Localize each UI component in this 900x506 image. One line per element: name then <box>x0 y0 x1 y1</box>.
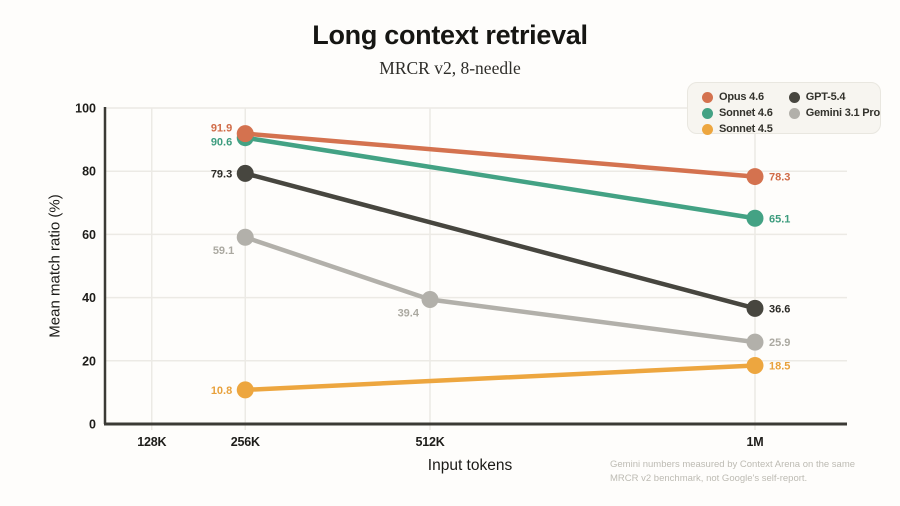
value-label-sonnet-4-5-1m: 18.5 <box>769 361 790 373</box>
series-line-gpt-5-4 <box>242 171 758 311</box>
value-label-gpt-5-4-256k: 79.3 <box>211 168 232 180</box>
data-point-sonnet-4-6-1m <box>746 209 764 227</box>
data-point-gpt-5-4-1m <box>746 299 764 317</box>
value-label-sonnet-4-5-256k: 10.8 <box>211 385 232 397</box>
y-tick-label-0: 0 <box>89 418 96 432</box>
series-line-sonnet-4-5 <box>242 363 758 393</box>
legend-label: Opus 4.6 <box>719 91 764 103</box>
legend-column-0: Opus 4.6 Sonnet 4.6 Sonnet 4.5 <box>702 91 779 135</box>
data-point-opus-4-6-1m <box>746 168 764 186</box>
legend-label: Sonnet 4.6 <box>719 107 773 119</box>
y-tick-label-40: 40 <box>82 291 96 305</box>
value-label-sonnet-4-6-256k: 90.6 <box>211 137 232 149</box>
y-tick-label-60: 60 <box>82 228 96 242</box>
data-point-opus-4-6-256k <box>236 125 254 143</box>
value-label-opus-4-6-256k: 91.9 <box>211 123 232 135</box>
y-tick-label-80: 80 <box>82 165 96 179</box>
x-tick-label-128k: 128K <box>137 435 166 449</box>
data-point-sonnet-4-5-1m <box>746 357 764 375</box>
value-label-gemini-3-1-pro-1m: 25.9 <box>769 337 790 349</box>
legend-column-1: GPT-5.4 Gemini 3.1 Pro <box>788 91 880 125</box>
data-point-gemini-3-1-pro-256k <box>236 228 254 246</box>
legend-swatch-opus-4-6 <box>702 91 713 103</box>
legend-item-opus-4-6: Opus 4.6 <box>702 91 779 103</box>
chart-subtitle: MRCR v2, 8-needle <box>379 58 521 78</box>
value-label-gemini-3-1-pro-256k: 59.1 <box>213 245 234 257</box>
footnote: Gemini numbers measured by Context Arena… <box>610 459 856 484</box>
value-label-gemini-3-1-pro-512k: 39.4 <box>398 307 420 319</box>
value-label-sonnet-4-6-1m: 65.1 <box>769 213 790 225</box>
legend-swatch-gemini-3-1-pro <box>788 107 800 119</box>
legend-label: Gemini 3.1 Pro <box>805 107 880 119</box>
legend: Opus 4.6 Sonnet 4.6 Sonnet 4.5 GPT-5.4 Gemin… <box>687 82 881 135</box>
y-tick-label-100: 100 <box>75 102 96 116</box>
value-label-gpt-5-4-1m: 36.6 <box>769 303 790 315</box>
data-point-gemini-3-1-pro-1m <box>746 333 764 351</box>
x-axis-label: Input tokens <box>427 457 513 474</box>
legend-item-gemini-3-1-pro: Gemini 3.1 Pro <box>788 107 880 119</box>
y-axis-label: Mean match ratio (%) <box>46 194 64 338</box>
data-point-sonnet-4-5-256k <box>236 381 254 399</box>
legend-item-sonnet-4-6: Sonnet 4.6 <box>702 107 779 119</box>
data-point-gemini-3-1-pro-512k <box>421 290 439 308</box>
legend-label: Sonnet 4.5 <box>719 123 773 135</box>
legend-swatch-gpt-5-4 <box>788 91 800 103</box>
legend-swatch-sonnet-4-5 <box>702 123 713 135</box>
series-line-sonnet-4-6 <box>242 135 758 221</box>
legend-swatch-sonnet-4-6 <box>702 107 713 119</box>
x-tick-label-512k: 512K <box>415 435 444 449</box>
series-line-opus-4-6 <box>242 131 758 179</box>
chart-title: Long context retrieval <box>312 20 588 50</box>
data-point-gpt-5-4-256k <box>236 164 254 182</box>
legend-item-sonnet-4-5: Sonnet 4.5 <box>702 123 779 135</box>
x-tick-label-256k: 256K <box>231 435 260 449</box>
legend-item-gpt-5-4: GPT-5.4 <box>788 91 880 103</box>
y-tick-label-20: 20 <box>82 354 96 368</box>
x-tick-label-1m: 1M <box>747 435 764 449</box>
value-label-opus-4-6-1m: 78.3 <box>769 172 790 184</box>
legend-label: GPT-5.4 <box>805 91 846 103</box>
